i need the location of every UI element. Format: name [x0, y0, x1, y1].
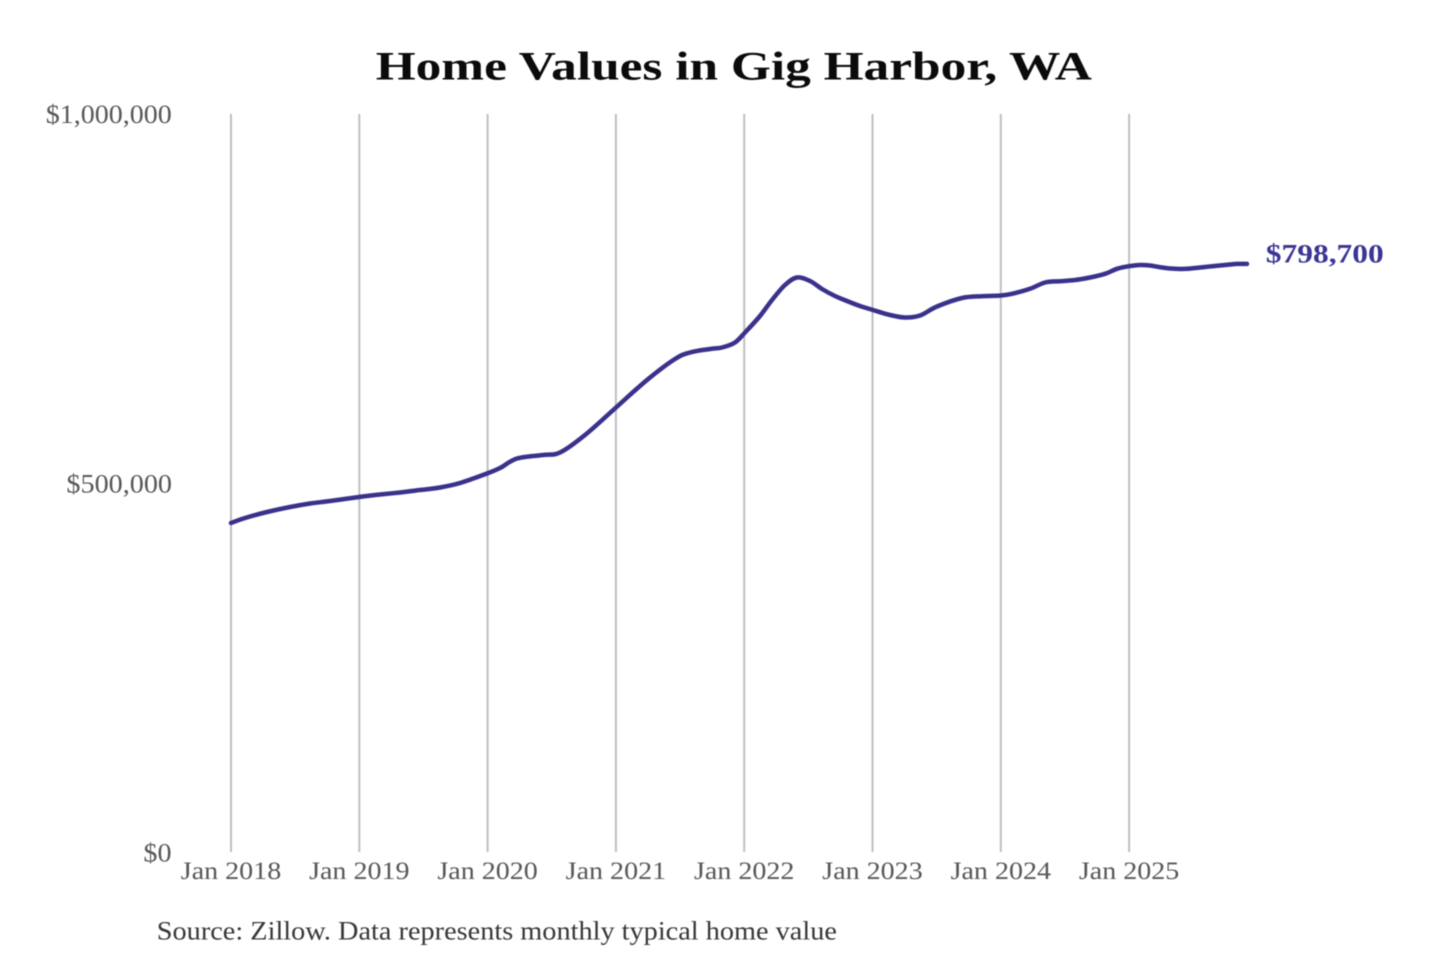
svg-text:Jan 2020: Jan 2020 [437, 857, 537, 885]
svg-text:Jan 2022: Jan 2022 [694, 857, 794, 885]
svg-text:$1,000,000: $1,000,000 [46, 100, 172, 129]
svg-text:$0: $0 [143, 838, 171, 867]
svg-text:Jan 2023: Jan 2023 [822, 857, 922, 885]
svg-text:Jan 2019: Jan 2019 [309, 857, 409, 885]
svg-text:$500,000: $500,000 [66, 469, 172, 498]
svg-text:Jan 2024: Jan 2024 [951, 857, 1051, 885]
svg-text:$798,700: $798,700 [1266, 240, 1384, 269]
svg-text:Jan 2025: Jan 2025 [1079, 857, 1179, 885]
svg-text:Source: Zillow. Data represent: Source: Zillow. Data represents monthly … [157, 916, 837, 945]
svg-text:Home Values in Gig Harbor, WA: Home Values in Gig Harbor, WA [376, 44, 1092, 88]
svg-text:Jan 2021: Jan 2021 [566, 857, 666, 885]
svg-text:Jan 2018: Jan 2018 [181, 857, 281, 885]
